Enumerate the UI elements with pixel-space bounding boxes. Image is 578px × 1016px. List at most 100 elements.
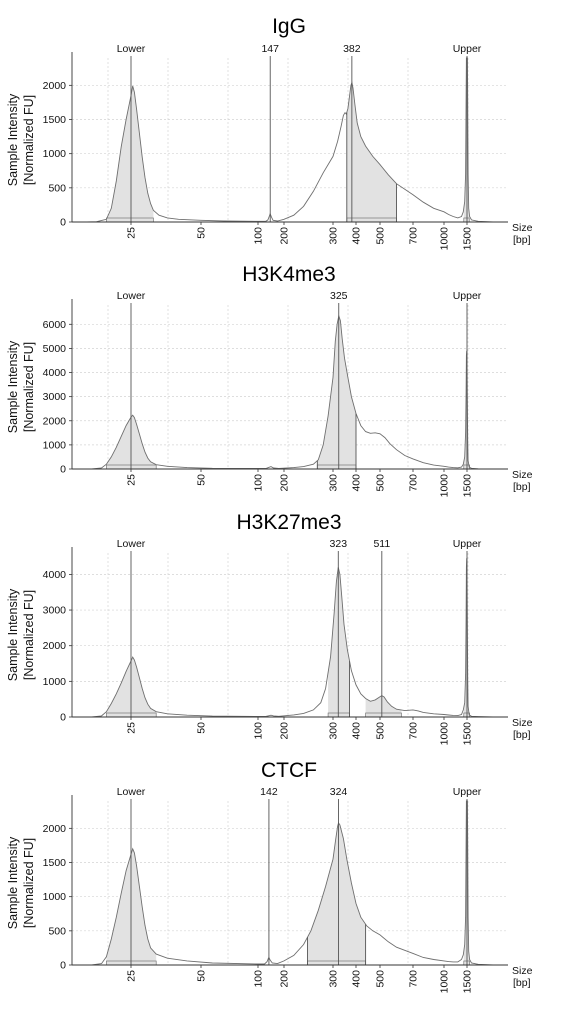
chart-title: H3K4me3	[242, 263, 335, 286]
x-tick-label: 300	[328, 970, 340, 988]
peak-label: Upper	[453, 786, 482, 798]
y-tick-label: 1000	[43, 439, 67, 451]
x-tick-label: 1500	[462, 474, 474, 498]
x-tick-label: 1000	[439, 722, 451, 746]
x-tick-label: 400	[351, 722, 363, 740]
peak-label: Upper	[453, 290, 482, 302]
x-tick-label: 300	[328, 227, 340, 245]
y-tick-label: 2000	[43, 415, 67, 427]
x-tick-label: 700	[408, 227, 420, 245]
y-tick-label: 1500	[43, 114, 67, 126]
x-tick-label: 100	[253, 970, 265, 988]
peak-label: 147	[261, 43, 279, 55]
peak-label: Lower	[117, 43, 146, 55]
x-tick-label: 300	[328, 722, 340, 740]
x-tick-label: 700	[408, 970, 420, 988]
x-tick-label: 50	[196, 970, 208, 982]
y-tick-label: 1000	[43, 676, 67, 688]
chart-title: IgG	[272, 15, 306, 38]
x-axis-label: Size	[512, 469, 533, 481]
y-tick-label: 0	[60, 217, 66, 229]
y-tick-label: 0	[60, 464, 66, 476]
y-tick-label: 6000	[43, 319, 67, 331]
peak-label: Upper	[453, 43, 482, 55]
panel-3: H3K27me3 Sample Intensity [Normalized FU] L…	[6, 511, 533, 745]
panel-2: H3K4me3 Sample Intensity [Normalized FU] Lo…	[6, 263, 533, 497]
trace-line	[72, 57, 508, 222]
trace-line	[72, 800, 508, 965]
y-tick-label: 2000	[43, 823, 67, 835]
chart-title: CTCF	[261, 759, 317, 782]
peak-region	[317, 315, 356, 469]
peak-label: 142	[260, 786, 278, 798]
x-tick-label: 200	[279, 474, 291, 492]
y-tick-label: 1000	[43, 891, 67, 903]
x-tick-label: 100	[253, 227, 265, 245]
y-tick-label: 4000	[43, 367, 67, 379]
y-axis-label-unit: [Normalized FU]	[22, 838, 36, 928]
trace-line	[72, 314, 508, 469]
peak-label: 382	[343, 43, 361, 55]
x-tick-label: 1500	[462, 970, 474, 994]
y-axis-label: Sample Intensity	[6, 340, 20, 433]
x-tick-label: 1500	[462, 722, 474, 746]
x-tick-label: 200	[279, 227, 291, 245]
x-axis-label-unit: [bp]	[513, 234, 531, 246]
y-axis-label-unit: [Normalized FU]	[22, 95, 36, 185]
x-axis-label-unit: [bp]	[513, 481, 531, 493]
x-axis-label: Size	[512, 717, 533, 729]
x-tick-label: 100	[253, 474, 265, 492]
peak-label: 324	[330, 786, 348, 798]
peak-region	[365, 695, 402, 717]
x-tick-label: 1500	[462, 227, 474, 251]
peak-label: Lower	[117, 538, 146, 550]
x-axis-label-unit: [bp]	[513, 729, 531, 741]
x-tick-label: 700	[408, 474, 420, 492]
y-tick-label: 5000	[43, 343, 67, 355]
x-tick-label: 400	[351, 970, 363, 988]
peak-region	[307, 822, 366, 965]
trace-line	[72, 558, 508, 717]
peak-region	[328, 567, 350, 717]
x-axis-label: Size	[512, 965, 533, 977]
y-tick-label: 3000	[43, 391, 67, 403]
panel-4: CTCF Sample Intensity [Normalized FU] Lower…	[6, 759, 533, 993]
y-tick-label: 2000	[43, 640, 67, 652]
x-tick-label: 200	[279, 970, 291, 988]
y-tick-label: 4000	[43, 569, 67, 581]
peak-label: Lower	[117, 290, 146, 302]
x-tick-label: 500	[375, 227, 387, 245]
x-tick-label: 500	[375, 474, 387, 492]
peak-region	[346, 82, 397, 222]
x-tick-label: 25	[126, 227, 138, 239]
peak-region	[106, 86, 154, 222]
x-tick-label: 100	[253, 722, 265, 740]
y-tick-label: 0	[60, 960, 66, 972]
peak-label: 323	[330, 538, 348, 550]
y-axis-label-unit: [Normalized FU]	[22, 342, 36, 432]
x-tick-label: 400	[351, 227, 363, 245]
x-tick-label: 1000	[439, 227, 451, 251]
y-axis-label: Sample Intensity	[6, 93, 20, 186]
y-tick-label: 1000	[43, 148, 67, 160]
peak-label: Upper	[453, 538, 482, 550]
y-tick-label: 2000	[43, 80, 67, 92]
x-tick-label: 25	[126, 474, 138, 486]
x-axis-label: Size	[512, 222, 533, 234]
x-tick-label: 1000	[439, 474, 451, 498]
x-tick-label: 50	[196, 227, 208, 239]
x-tick-label: 500	[375, 970, 387, 988]
y-tick-label: 1500	[43, 857, 67, 869]
y-tick-label: 500	[48, 925, 66, 937]
x-tick-label: 700	[408, 722, 420, 740]
chart-title: H3K27me3	[236, 511, 341, 534]
x-tick-label: 50	[196, 722, 208, 734]
x-tick-label: 25	[126, 970, 138, 982]
y-tick-label: 3000	[43, 605, 67, 617]
x-tick-label: 400	[351, 474, 363, 492]
x-tick-label: 25	[126, 722, 138, 734]
x-tick-label: 50	[196, 474, 208, 486]
x-axis-label-unit: [bp]	[513, 977, 531, 989]
